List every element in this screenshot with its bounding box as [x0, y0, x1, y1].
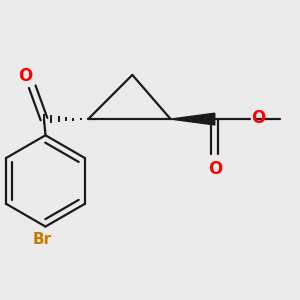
- Text: Br: Br: [33, 232, 52, 247]
- Text: O: O: [18, 67, 32, 85]
- Polygon shape: [171, 113, 215, 125]
- Text: O: O: [252, 109, 266, 127]
- Text: O: O: [208, 160, 222, 178]
